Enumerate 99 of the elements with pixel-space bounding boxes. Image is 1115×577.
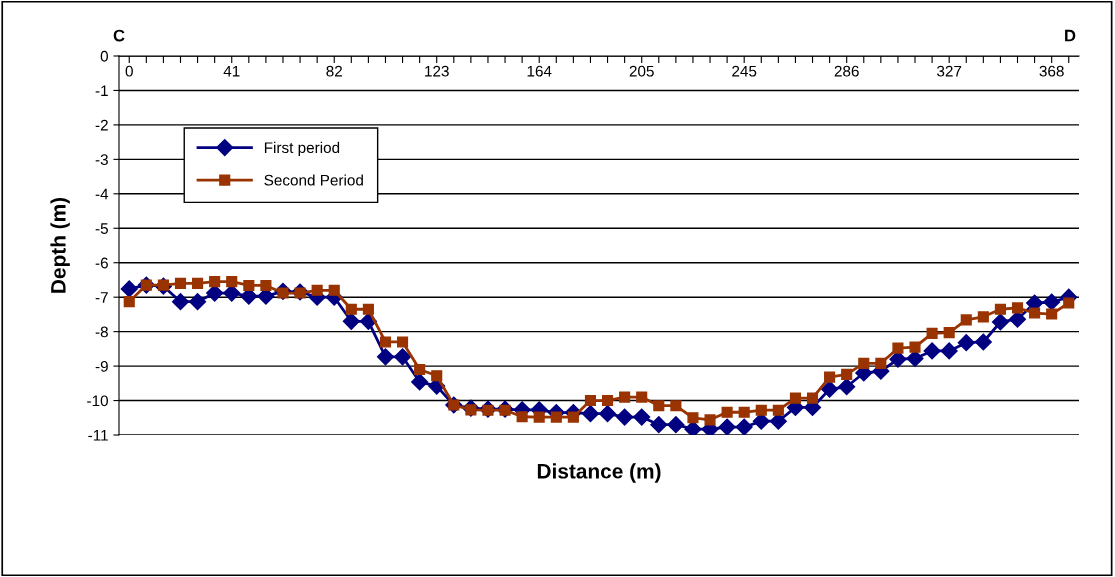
x-tick-label: 164 [527,65,552,77]
point [909,341,921,353]
point [619,391,631,403]
point [789,392,801,404]
point [379,336,392,348]
point [841,368,853,380]
x-tick-label: 123 [425,65,449,77]
point [735,418,753,435]
y-tick-label: -4 [95,188,109,200]
point [394,348,412,366]
x-tick-label: 286 [834,65,859,77]
point [243,279,255,292]
x-tick-label: 82 [326,65,342,77]
point [926,327,938,339]
y-tick-label: -3 [95,154,108,166]
point [209,276,221,288]
point [704,414,716,426]
point [516,411,528,423]
legend-label: First period [264,141,340,157]
point [1063,297,1075,309]
point [567,411,579,423]
point [171,293,190,311]
y-tick-label: 0 [100,50,108,62]
point [650,416,668,434]
point [875,357,887,369]
point [1046,308,1058,320]
point [633,408,651,426]
point [581,405,600,423]
y-tick-label: -8 [95,326,108,338]
point [687,412,699,424]
point [821,380,839,398]
point [533,411,545,423]
point [974,333,992,351]
point [653,400,665,412]
x-tick-label: 205 [629,65,654,77]
y-axis-title: Depth (m) [50,197,70,293]
point [755,404,767,416]
y-tick-label: -5 [95,223,108,234]
point [226,276,238,288]
point [636,391,648,403]
x-axis-title: Distance (m) [537,463,661,483]
point [550,411,562,423]
point [940,342,958,360]
point [977,311,989,323]
point [411,373,429,391]
text: C [113,29,125,42]
point [718,418,736,435]
point [598,405,617,423]
point [342,312,360,330]
point [1029,307,1041,319]
y-tick-label: -2 [95,119,108,131]
point [345,303,357,315]
point [957,334,975,352]
point [994,303,1006,315]
point [123,296,135,308]
point [120,280,138,298]
point [838,378,856,396]
point [397,336,409,348]
y-tick-label: -10 [87,395,108,407]
x-tick-label: 327 [937,65,962,77]
point [960,314,972,326]
point [601,394,614,407]
point [414,363,426,376]
y-tick-label: -7 [95,292,108,303]
point [1043,293,1061,311]
point [260,279,272,292]
point [738,406,750,418]
text: D [1065,29,1076,42]
x-tick-label: 41 [223,65,240,77]
point [923,342,941,360]
legend-label: Second Period [264,174,363,186]
point [892,342,904,354]
y-tick-label: -1 [95,85,108,96]
point [1011,302,1024,314]
y-tick-label: -11 [88,430,108,441]
point [328,284,340,296]
point [721,406,733,418]
y-tick-label: -9 [95,360,108,372]
point [772,404,784,416]
point [943,327,955,339]
point [584,394,597,407]
point [991,313,1009,331]
point [174,277,187,289]
point [362,303,374,315]
point [189,293,207,311]
x-tick-label: 0 [125,65,133,77]
point [376,348,395,366]
y-tick-label: -6 [95,257,108,269]
point [616,408,634,426]
point [670,400,682,412]
point [431,370,443,382]
point [667,416,685,434]
point [311,284,323,296]
point [192,277,204,289]
point [806,392,819,404]
x-tick-label: 245 [732,65,757,77]
x-tick-label: 368 [1039,65,1064,77]
point [824,371,836,383]
point [858,357,870,369]
